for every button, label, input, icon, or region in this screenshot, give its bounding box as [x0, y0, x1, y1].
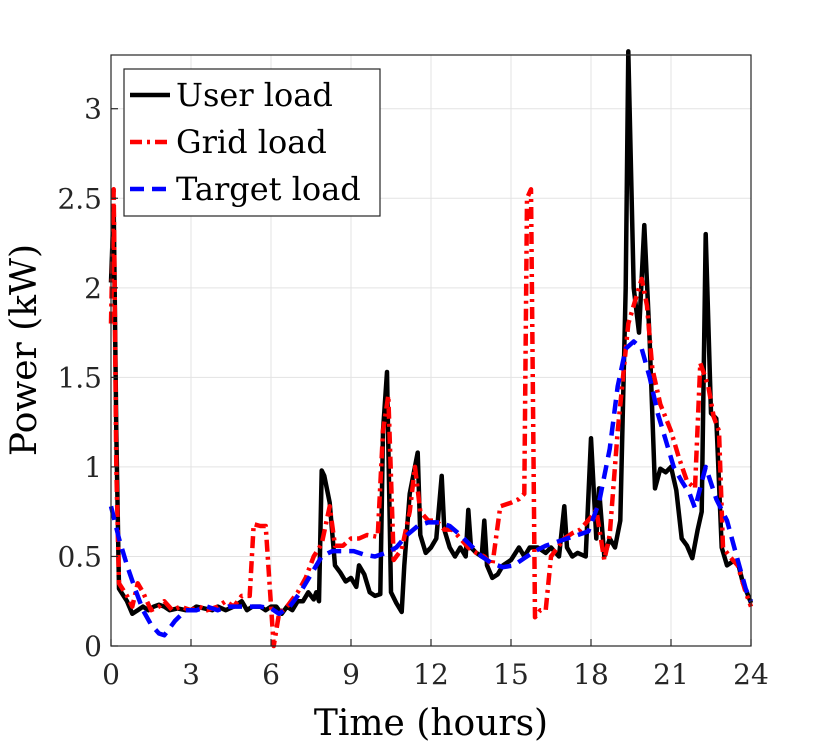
legend-label-grid-load: Grid load: [176, 123, 327, 161]
legend-label-user-load: User load: [176, 76, 333, 114]
y-axis-label: Power (kW): [4, 244, 45, 456]
x-tick-label: 6: [262, 658, 280, 691]
y-tick-label: 2.5: [57, 182, 102, 215]
y-tick-label: 0.5: [57, 540, 102, 573]
y-tick-label: 3: [84, 93, 102, 126]
series-lines: [108, 49, 754, 649]
x-tick-label: 18: [573, 658, 609, 691]
x-axis-label: Time (hours): [314, 703, 548, 744]
x-tick-label: 9: [342, 658, 360, 691]
x-tick-label: 15: [493, 658, 529, 691]
y-tick-label: 0: [84, 630, 102, 663]
x-tick-label: 21: [653, 658, 689, 691]
legend-label-target-load: Target load: [176, 170, 361, 208]
x-tick-label: 0: [102, 658, 120, 691]
x-tick-label: 3: [182, 658, 200, 691]
y-tick-label: 1.5: [57, 361, 102, 394]
series-line-target-load: [108, 339, 754, 638]
y-tick-label: 2: [84, 272, 102, 305]
axis-ticks: 0 3 6 9 12 15 18 21 24 0 0.5 1 1.5 2 2.5 3: [57, 93, 768, 691]
y-tick-label: 1: [84, 451, 102, 484]
x-tick-label: 12: [413, 658, 449, 691]
x-tick-label: 24: [733, 658, 769, 691]
legend: User load Grid load Target load: [123, 68, 381, 217]
